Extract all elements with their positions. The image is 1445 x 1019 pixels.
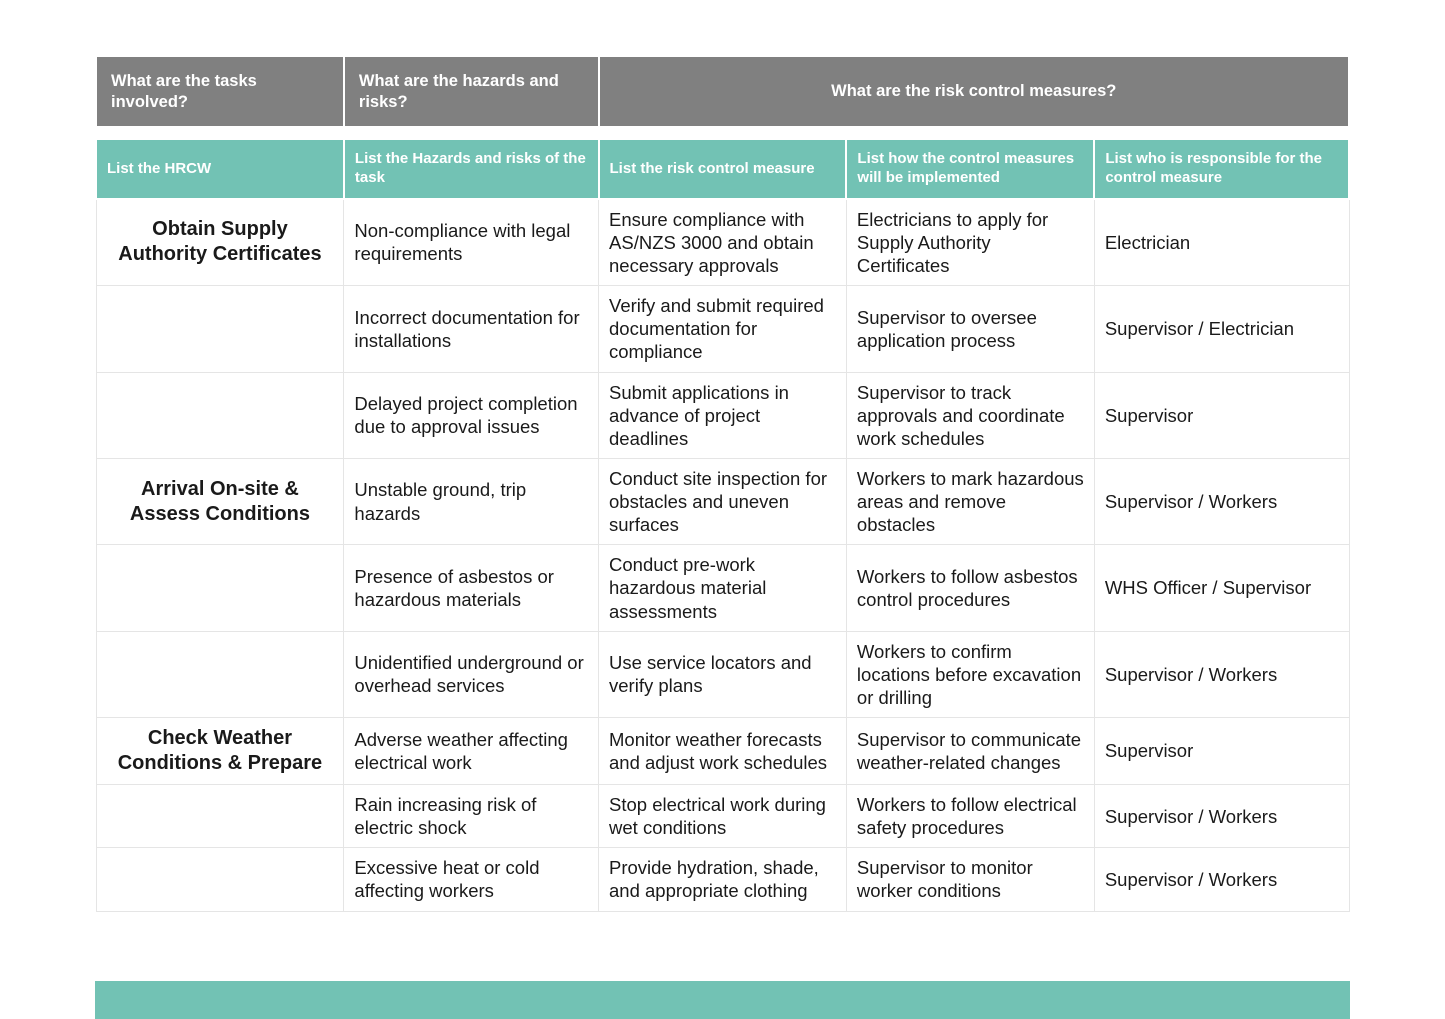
cell-hazard: Rain increasing risk of electric shock bbox=[344, 785, 599, 848]
cell-responsible: Supervisor / Workers bbox=[1094, 848, 1349, 911]
cell-implement: Supervisor to monitor worker conditions bbox=[846, 848, 1094, 911]
cell-control: Verify and submit required documentation… bbox=[599, 286, 847, 372]
cell-hazard: Incorrect documentation for installation… bbox=[344, 286, 599, 372]
cell-control: Submit applications in advance of projec… bbox=[599, 372, 847, 458]
cell-control: Conduct site inspection for obstacles an… bbox=[599, 458, 847, 544]
cell-task bbox=[96, 785, 344, 848]
cell-task bbox=[96, 631, 344, 717]
cell-task bbox=[96, 545, 344, 631]
table-row: Check Weather Conditions & PrepareAdvers… bbox=[96, 718, 1349, 785]
cell-responsible: WHS Officer / Supervisor bbox=[1094, 545, 1349, 631]
cell-responsible: Supervisor bbox=[1094, 372, 1349, 458]
hdr2-control: List the risk control measure bbox=[599, 139, 847, 199]
hdr2-implement: List how the control measures will be im… bbox=[846, 139, 1094, 199]
cell-responsible: Supervisor bbox=[1094, 718, 1349, 785]
table-row: Presence of asbestos or hazardous materi… bbox=[96, 545, 1349, 631]
cell-task: Obtain Supply Authority Certificates bbox=[96, 199, 344, 286]
hdr2-hazards: List the Hazards and risks of the task bbox=[344, 139, 599, 199]
cell-implement: Supervisor to track approvals and coordi… bbox=[846, 372, 1094, 458]
cell-hazard: Unidentified underground or overhead ser… bbox=[344, 631, 599, 717]
cell-control: Ensure compliance with AS/NZS 3000 and o… bbox=[599, 199, 847, 286]
cell-task: Check Weather Conditions & Prepare bbox=[96, 718, 344, 785]
cell-responsible: Supervisor / Workers bbox=[1094, 631, 1349, 717]
table-row: Obtain Supply Authority CertificatesNon-… bbox=[96, 199, 1349, 286]
cell-responsible: Supervisor / Electrician bbox=[1094, 286, 1349, 372]
cell-control: Use service locators and verify plans bbox=[599, 631, 847, 717]
hdr1-hazards: What are the hazards and risks? bbox=[344, 56, 599, 127]
hdr1-tasks: What are the tasks involved? bbox=[96, 56, 344, 127]
table-row: Rain increasing risk of electric shockSt… bbox=[96, 785, 1349, 848]
table-row: Unidentified underground or overhead ser… bbox=[96, 631, 1349, 717]
cell-hazard: Adverse weather affecting electrical wor… bbox=[344, 718, 599, 785]
cell-hazard: Delayed project completion due to approv… bbox=[344, 372, 599, 458]
table-row: Arrival On-site & Assess ConditionsUnsta… bbox=[96, 458, 1349, 544]
table-row: Incorrect documentation for installation… bbox=[96, 286, 1349, 372]
cell-control: Conduct pre-work hazardous material asse… bbox=[599, 545, 847, 631]
cell-implement: Supervisor to communicate weather-relate… bbox=[846, 718, 1094, 785]
cell-hazard: Excessive heat or cold affecting workers bbox=[344, 848, 599, 911]
header-row-2: List the HRCW List the Hazards and risks… bbox=[96, 139, 1349, 199]
cell-responsible: Supervisor / Workers bbox=[1094, 785, 1349, 848]
table-row: Delayed project completion due to approv… bbox=[96, 372, 1349, 458]
table-body: Obtain Supply Authority CertificatesNon-… bbox=[96, 199, 1349, 911]
cell-task bbox=[96, 372, 344, 458]
cell-implement: Workers to follow electrical safety proc… bbox=[846, 785, 1094, 848]
cell-implement: Electricians to apply for Supply Authori… bbox=[846, 199, 1094, 286]
cell-control: Provide hydration, shade, and appropriat… bbox=[599, 848, 847, 911]
hdr2-responsible: List who is responsible for the control … bbox=[1094, 139, 1349, 199]
spacer-row bbox=[96, 127, 1349, 139]
cell-implement: Workers to mark hazardous areas and remo… bbox=[846, 458, 1094, 544]
cell-responsible: Electrician bbox=[1094, 199, 1349, 286]
cell-task: Arrival On-site & Assess Conditions bbox=[96, 458, 344, 544]
header-row-1: What are the tasks involved? What are th… bbox=[96, 56, 1349, 127]
cell-implement: Workers to confirm locations before exca… bbox=[846, 631, 1094, 717]
footer-bar bbox=[95, 981, 1350, 1019]
risk-table: What are the tasks involved? What are th… bbox=[95, 55, 1350, 912]
cell-task bbox=[96, 286, 344, 372]
cell-hazard: Unstable ground, trip hazards bbox=[344, 458, 599, 544]
cell-hazard: Presence of asbestos or hazardous materi… bbox=[344, 545, 599, 631]
cell-implement: Supervisor to oversee application proces… bbox=[846, 286, 1094, 372]
cell-control: Monitor weather forecasts and adjust wor… bbox=[599, 718, 847, 785]
cell-control: Stop electrical work during wet conditio… bbox=[599, 785, 847, 848]
cell-hazard: Non-compliance with legal requirements bbox=[344, 199, 599, 286]
cell-responsible: Supervisor / Workers bbox=[1094, 458, 1349, 544]
table-row: Excessive heat or cold affecting workers… bbox=[96, 848, 1349, 911]
page: What are the tasks involved? What are th… bbox=[0, 0, 1445, 1019]
cell-task bbox=[96, 848, 344, 911]
cell-implement: Workers to follow asbestos control proce… bbox=[846, 545, 1094, 631]
hdr1-controls: What are the risk control measures? bbox=[599, 56, 1349, 127]
hdr2-hrcw: List the HRCW bbox=[96, 139, 344, 199]
